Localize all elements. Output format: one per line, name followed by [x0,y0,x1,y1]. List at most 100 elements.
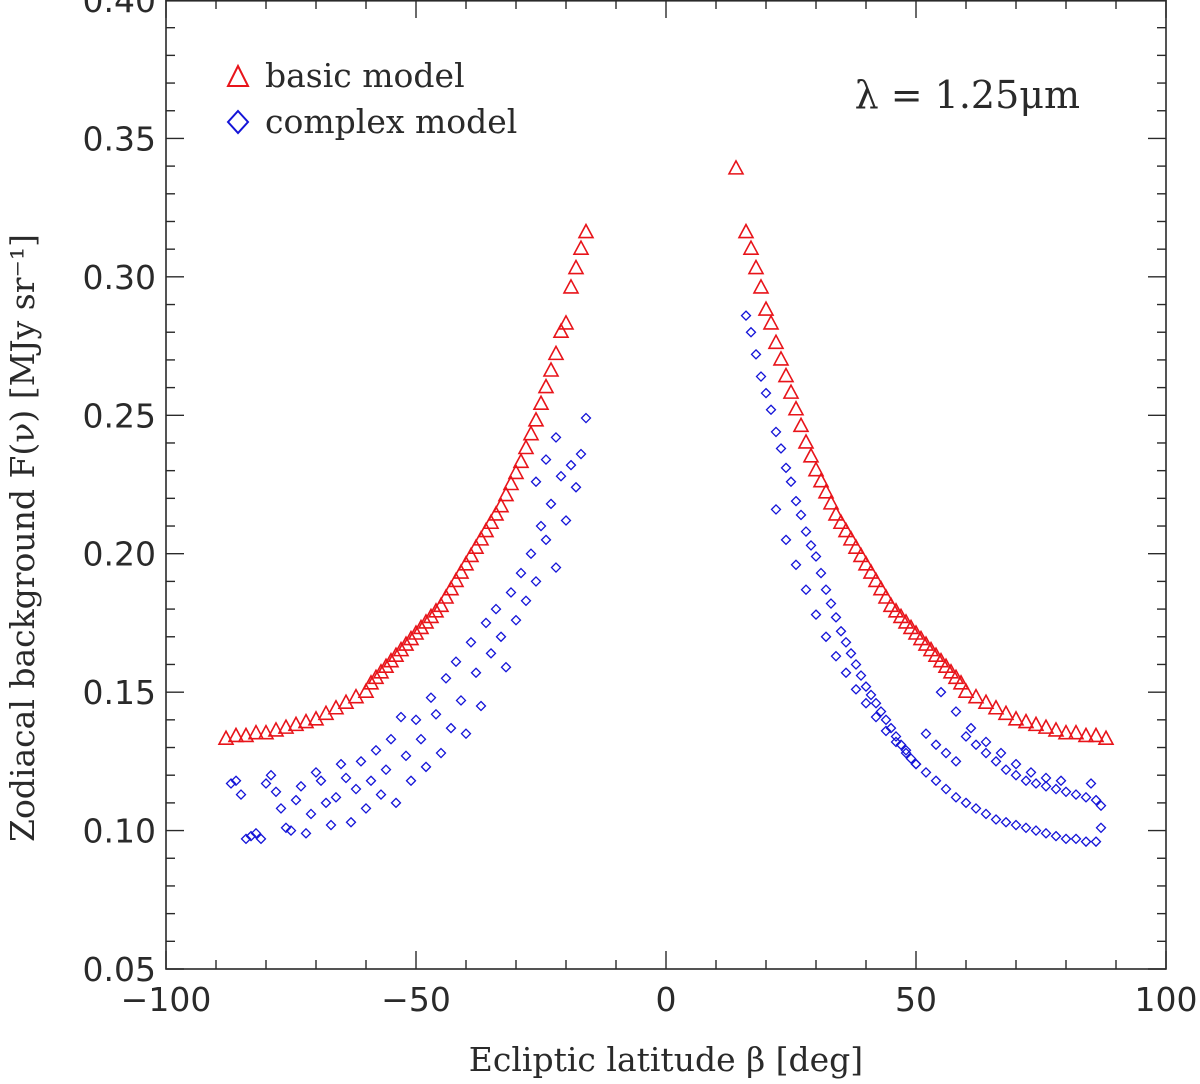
data-point-diamond [970,803,982,814]
plot-frame [165,0,1167,970]
data-point-diamond [520,595,532,607]
data-point-diamond [430,708,442,720]
data-point-triangle [227,726,245,743]
wavelength-annotation: λ = 1.25μm [855,73,1080,117]
data-point-diamond [280,822,292,834]
data-point-triangle [892,607,910,624]
data-point-triangle [397,635,415,651]
plot-frame-group [165,0,1167,970]
data-point-diamond [255,833,267,845]
data-point-triangle [1057,723,1075,740]
data-point-diamond [845,647,857,659]
data-point-diamond [770,426,782,438]
data-point-diamond [1060,833,1072,845]
axis-ticks [165,0,1167,970]
data-point-diamond [800,584,812,596]
data-point-triangle [1027,715,1045,732]
data-point-diamond [875,706,887,717]
data-point-triangle [542,361,560,377]
data-point-triangle [257,723,275,740]
data-point-triangle [432,596,450,613]
data-point-diamond [1025,767,1037,778]
x-tick-label: −100 [121,980,212,1019]
data-point-diamond [360,803,372,814]
data-point-triangle [512,452,530,469]
data-point-triangle [507,463,525,480]
data-point-triangle [1087,726,1105,743]
data-point-triangle [997,704,1015,721]
data-point-diamond [1010,758,1022,770]
data-point-diamond [245,830,257,842]
data-point-triangle [797,433,815,449]
data-point-triangle [452,563,470,579]
data-point-triangle [357,682,375,698]
data-point-diamond [420,761,432,773]
data-point-diamond [375,789,387,800]
data-point-diamond [950,755,962,767]
data-point-diamond [800,526,812,537]
data-point-triangle [487,505,505,521]
data-point-diamond [335,758,347,770]
data-point-diamond [790,495,802,507]
data-point-diamond [485,647,497,659]
data-point-triangle [237,726,255,743]
data-point-diamond [840,667,852,679]
data-point-triangle [877,588,895,604]
data-point-diamond [820,631,832,643]
y-tick-label: 0.30 [83,258,156,297]
data-point-diamond [1040,780,1052,792]
data-point-diamond [860,681,872,693]
data-point-triangle [822,494,840,510]
data-point-triangle [367,668,385,685]
data-point-diamond [370,744,382,756]
x-tick-label: 0 [656,980,677,1019]
data-point-diamond [495,631,507,643]
data-point-triangle [382,652,400,668]
data-point-triangle [422,607,440,624]
data-point-triangle [742,239,760,255]
data-point-diamond [350,783,362,795]
data-point-diamond [1010,769,1022,781]
data-point-diamond [970,739,982,751]
data-point-diamond [870,711,882,723]
data-point-diamond [810,609,822,621]
data-point-diamond [400,750,412,762]
data-point-diamond [770,503,782,515]
data-point-triangle [967,687,985,704]
data-series [217,159,1115,848]
data-point-diamond [1095,822,1107,834]
data-point-diamond [960,731,972,742]
data-point-diamond [320,797,332,809]
data-point-triangle [267,721,285,737]
data-point-diamond [900,747,912,759]
data-point-diamond [295,780,307,792]
data-point-diamond [265,769,277,781]
data-point-diamond [275,803,287,814]
data-point-triangle [1017,712,1035,729]
data-point-diamond [480,617,492,629]
data-point-triangle [857,555,875,571]
data-point-triangle [217,729,235,746]
data-point-triangle [377,657,395,674]
data-point-diamond [1030,778,1042,789]
data-point-triangle [1007,710,1025,726]
data-point-diamond [785,476,797,488]
data-point-diamond [950,706,962,717]
data-point-diamond [535,520,547,532]
data-point-diamond [325,819,337,831]
data-point-diamond [525,548,537,560]
data-point-diamond [550,562,562,573]
data-point-triangle [562,278,580,294]
data-point-triangle [407,624,425,640]
data-point-triangle [927,646,945,662]
x-tick-labels: −100 −50 0 50 100 [121,980,1198,1019]
data-point-triangle [977,693,995,710]
data-point-diamond [1085,778,1097,789]
y-tick-label: 0.10 [83,812,156,851]
data-point-diamond [1030,825,1042,836]
data-point-diamond [540,454,552,466]
data-point-diamond [870,697,882,709]
data-point-triangle [907,624,925,640]
data-point-diamond [840,636,852,648]
data-point-triangle [577,222,595,239]
